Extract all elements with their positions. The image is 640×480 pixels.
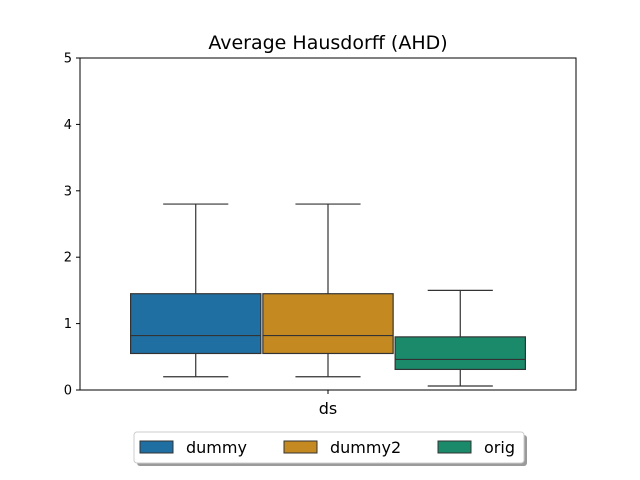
legend-label-orig: orig bbox=[484, 438, 515, 457]
box-orig bbox=[394, 289, 526, 387]
box-iqr bbox=[130, 293, 262, 355]
legend: dummy dummy2 orig bbox=[133, 431, 527, 466]
box-dummy bbox=[130, 203, 262, 378]
box-iqr bbox=[394, 336, 526, 371]
y-tick-label: 2 bbox=[64, 251, 72, 266]
box-dummy2 bbox=[262, 203, 394, 378]
legend-label-dummy: dummy bbox=[186, 438, 247, 457]
legend-swatch-orig bbox=[437, 440, 472, 454]
legend-frame bbox=[133, 431, 525, 464]
chart-title: Average Hausdorff (AHD) bbox=[208, 32, 447, 54]
legend-swatch-dummy2 bbox=[283, 440, 318, 454]
box-iqr bbox=[262, 293, 394, 355]
y-tick-label: 3 bbox=[64, 184, 72, 199]
box-series-group bbox=[130, 203, 526, 387]
y-tick-label: 0 bbox=[64, 384, 72, 399]
x-tick-label: ds bbox=[319, 399, 338, 418]
y-tick-label: 5 bbox=[64, 52, 72, 67]
x-axis: ds bbox=[319, 390, 338, 418]
y-tick-label: 1 bbox=[64, 317, 72, 332]
legend-swatch-dummy bbox=[139, 440, 174, 454]
y-tick-label: 4 bbox=[64, 118, 72, 133]
legend-label-dummy2: dummy2 bbox=[330, 438, 401, 457]
y-axis: 0 1 2 3 4 5 bbox=[64, 52, 80, 399]
